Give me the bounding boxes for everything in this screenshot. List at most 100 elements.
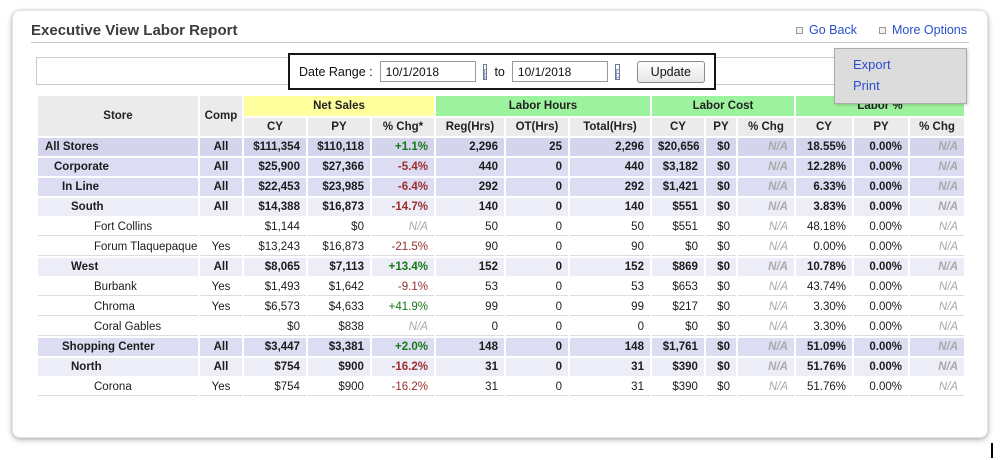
- update-button[interactable]: Update: [636, 60, 705, 83]
- labor-pct-chg-cell: N/A: [909, 378, 964, 396]
- labor-cost-py-cell: $0: [705, 298, 736, 316]
- labor-cost-cy-cell: $551: [651, 198, 704, 216]
- net-sales-py-cell: $900: [307, 358, 370, 376]
- comp-column-header: Comp: [199, 96, 242, 136]
- total-hrs-cell: 53: [569, 278, 650, 296]
- ot-hrs-cell: 0: [505, 278, 568, 296]
- table-row: Corona Yes $754 $900 -16.2% 31 0 31 $390 $0 N/A 51.…: [38, 378, 964, 396]
- date-to-label: to: [494, 64, 505, 79]
- table-row: West All $8,065 $7,113 +13.4% 152 0 152 $869 $0 N/…: [38, 258, 964, 276]
- col-header-lc-cy: CY: [651, 118, 704, 136]
- net-sales-chg-cell: +41.9%: [371, 298, 434, 316]
- store-cell: North: [38, 358, 198, 376]
- labor-cost-py-cell: $0: [705, 218, 736, 236]
- labor-pct-cy-cell: 3.30%: [795, 318, 852, 336]
- labor-cost-cy-cell: $0: [651, 238, 704, 256]
- ot-hrs-cell: 0: [505, 298, 568, 316]
- net-sales-py-cell: $3,381: [307, 338, 370, 356]
- comp-cell: All: [199, 178, 242, 196]
- col-header-ns-chg: % Chg*: [371, 118, 434, 136]
- labor-pct-cy-cell: 12.28%: [795, 158, 852, 176]
- col-header-lp-py: PY: [853, 118, 908, 136]
- labor-cost-py-cell: $0: [705, 138, 736, 156]
- store-cell: Corona: [38, 378, 198, 396]
- col-header-ns-cy: CY: [243, 118, 306, 136]
- total-hrs-cell: 0: [569, 318, 650, 336]
- square-bullet-icon: [878, 26, 886, 34]
- labor-cost-chg-cell: N/A: [737, 178, 794, 196]
- net-sales-chg-cell: -16.2%: [371, 378, 434, 396]
- labor-cost-chg-cell: N/A: [737, 378, 794, 396]
- labor-pct-cy-cell: 0.00%: [795, 238, 852, 256]
- net-sales-chg-cell: +1.1%: [371, 138, 434, 156]
- net-sales-chg-cell: N/A: [371, 218, 434, 236]
- labor-pct-py-cell: 0.00%: [853, 218, 908, 236]
- col-header-ot-hrs: OT(Hrs): [505, 118, 568, 136]
- net-sales-py-cell: $900: [307, 378, 370, 396]
- go-back-link[interactable]: Go Back: [796, 23, 857, 37]
- net-sales-cy-cell: $13,243: [243, 238, 306, 256]
- header-links: Go Back More Options: [796, 23, 967, 37]
- labor-pct-py-cell: 0.00%: [853, 138, 908, 156]
- labor-cost-py-cell: $0: [705, 198, 736, 216]
- labor-pct-chg-cell: N/A: [909, 298, 964, 316]
- labor-pct-chg-cell: N/A: [909, 318, 964, 336]
- comp-cell: All: [199, 198, 242, 216]
- net-sales-py-cell: $0: [307, 218, 370, 236]
- net-sales-cy-cell: $754: [243, 358, 306, 376]
- reg-hrs-cell: 140: [435, 198, 504, 216]
- col-header-ns-py: PY: [307, 118, 370, 136]
- labor-pct-cy-cell: 51.76%: [795, 358, 852, 376]
- comp-cell: [199, 318, 242, 336]
- date-to-input[interactable]: [511, 61, 608, 82]
- more-options-menu: Export Print: [834, 48, 967, 104]
- labor-pct-cy-cell: 10.78%: [795, 258, 852, 276]
- net-sales-py-cell: $16,873: [307, 238, 370, 256]
- net-sales-cy-cell: $22,453: [243, 178, 306, 196]
- total-hrs-cell: 90: [569, 238, 650, 256]
- net-sales-chg-cell: -9.1%: [371, 278, 434, 296]
- calendar-icon[interactable]: [614, 63, 620, 80]
- net-sales-py-cell: $16,873: [307, 198, 370, 216]
- ot-hrs-cell: 0: [505, 218, 568, 236]
- report-card: Executive View Labor Report Go Back More…: [12, 10, 988, 438]
- labor-cost-chg-cell: N/A: [737, 258, 794, 276]
- reg-hrs-cell: 292: [435, 178, 504, 196]
- date-from-input[interactable]: [379, 61, 476, 82]
- col-header-total-hrs: Total(Hrs): [569, 118, 650, 136]
- labor-cost-cy-cell: $3,182: [651, 158, 704, 176]
- more-options-link[interactable]: More Options: [878, 23, 967, 37]
- ot-hrs-cell: 0: [505, 318, 568, 336]
- labor-cost-py-cell: $0: [705, 258, 736, 276]
- net-sales-py-cell: $27,366: [307, 158, 370, 176]
- labor-cost-cy-cell: $390: [651, 358, 704, 376]
- store-cell: Fort Collins: [38, 218, 198, 236]
- labor-cost-py-cell: $0: [705, 238, 736, 256]
- net-sales-cy-cell: $754: [243, 378, 306, 396]
- labor-cost-cy-cell: $1,421: [651, 178, 704, 196]
- calendar-icon[interactable]: [482, 63, 488, 80]
- labor-pct-chg-cell: N/A: [909, 198, 964, 216]
- net-sales-chg-cell: -6.4%: [371, 178, 434, 196]
- net-sales-chg-cell: -14.7%: [371, 198, 434, 216]
- labor-cost-py-cell: $0: [705, 358, 736, 376]
- menu-item-print[interactable]: Print: [853, 78, 880, 93]
- labor-cost-chg-cell: N/A: [737, 238, 794, 256]
- square-bullet-icon: [796, 26, 804, 34]
- menu-item-export[interactable]: Export: [853, 57, 891, 72]
- net-sales-cy-cell: $1,144: [243, 218, 306, 236]
- labor-cost-cy-cell: $0: [651, 318, 704, 336]
- reg-hrs-cell: 148: [435, 338, 504, 356]
- labor-cost-py-cell: $0: [705, 278, 736, 296]
- go-back-label: Go Back: [809, 23, 857, 37]
- net-sales-cy-cell: $25,900: [243, 158, 306, 176]
- store-cell: West: [38, 258, 198, 276]
- labor-pct-py-cell: 0.00%: [853, 318, 908, 336]
- total-hrs-cell: 440: [569, 158, 650, 176]
- labor-cost-py-cell: $0: [705, 318, 736, 336]
- toolbar: Date Range : to Update: [36, 53, 964, 90]
- comp-cell: All: [199, 338, 242, 356]
- labor-cost-chg-cell: N/A: [737, 278, 794, 296]
- labor-pct-chg-cell: N/A: [909, 178, 964, 196]
- total-hrs-cell: 31: [569, 358, 650, 376]
